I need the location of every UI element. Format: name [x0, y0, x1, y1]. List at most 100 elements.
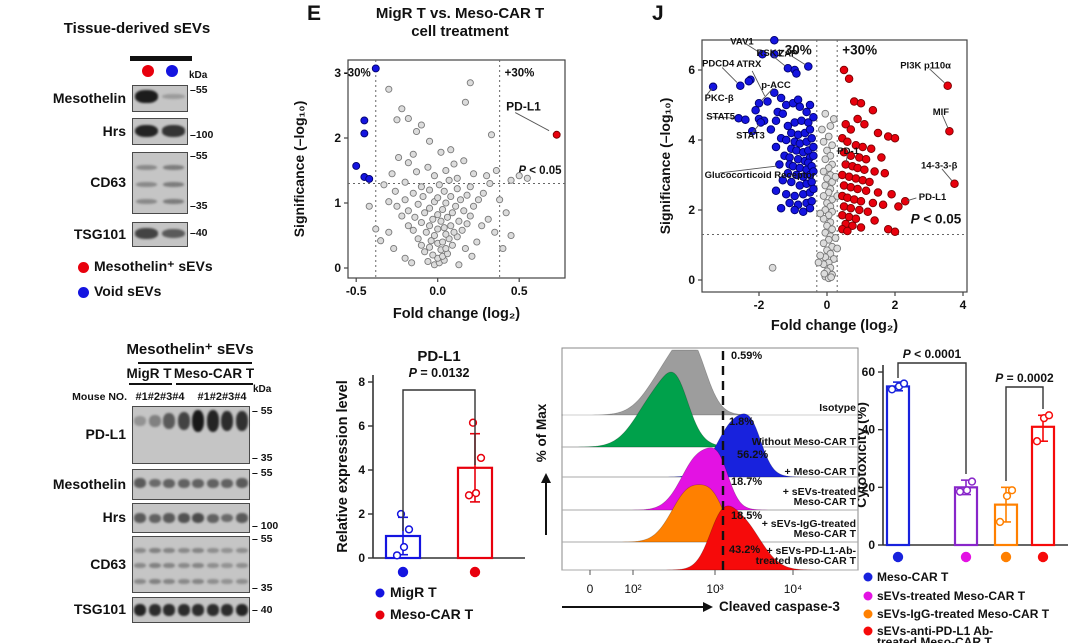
protein-label: STAT3	[736, 130, 765, 141]
mw-marker: –55	[190, 149, 208, 162]
points-nonsignificant	[365, 79, 531, 269]
kda-label: kDa	[189, 70, 208, 81]
mw-marker: – 35	[252, 582, 273, 595]
p-threshold-label: P < 0.05	[518, 165, 562, 177]
x-tick-label: -2	[754, 298, 765, 312]
mw-marker: – 55	[252, 466, 273, 479]
blot-band	[134, 578, 147, 584]
blot-band	[235, 563, 248, 569]
category-dot	[1000, 551, 1012, 563]
y-tick-label: 4	[688, 133, 695, 147]
x-tick-label: 0	[824, 298, 831, 312]
axes: 0 2 4 6 8	[358, 375, 525, 565]
mw-marker: –55	[190, 84, 208, 97]
panel-blot-tissue-sevs: Tissue-derived sEVs kDa Mesothelin –55 Hrs –…	[0, 0, 274, 315]
legend-dot	[863, 591, 873, 601]
legend-label: sEVs-IgG-treated Meso-CAR T	[877, 607, 1050, 621]
blot-bottom-title: Mesothelin⁺ sEVs	[126, 341, 254, 358]
protein-label: PD-L1	[919, 192, 947, 203]
blot-row-label: CD63	[90, 174, 126, 190]
data-point	[955, 487, 965, 496]
blot-band	[163, 604, 176, 616]
histogram-0	[561, 349, 858, 416]
blot-band	[235, 603, 248, 617]
legend-dot	[863, 609, 873, 619]
histogram-5	[562, 505, 858, 571]
data-point	[1032, 437, 1042, 446]
protein-label: PKC-β	[705, 93, 734, 104]
data-point	[995, 517, 1005, 527]
legend-label: sEVs-anti-PD-L1 Ab-	[877, 624, 993, 638]
void-sevs-dot	[166, 65, 178, 77]
legend-label: treated Meso-CAR T	[877, 635, 992, 643]
blot-row-label: Hrs	[102, 122, 126, 139]
series-label: + sEVs-treated	[783, 486, 856, 498]
data-point	[887, 385, 897, 394]
y-tick-label: 6	[688, 63, 695, 77]
chart-title: PD-L1	[417, 348, 460, 365]
blot-band	[221, 604, 234, 616]
blot-band	[163, 563, 176, 569]
bar-0	[885, 385, 911, 547]
protein-labels: PD-L1	[506, 100, 550, 132]
blot-band	[135, 165, 158, 170]
protein-label: PD-L1	[506, 100, 541, 114]
x-axis-label: Fold change (log₂)	[771, 318, 898, 334]
kda-label: kDa	[253, 384, 272, 395]
data-point	[1007, 486, 1017, 495]
cutoff-label-left: -30%	[780, 42, 812, 57]
blot-band	[135, 124, 158, 138]
y-tick-label: 1	[334, 196, 341, 210]
category-dot	[960, 551, 972, 563]
panel-letter-j: J	[652, 2, 664, 25]
x-tick-label: 4	[960, 298, 967, 312]
blot-band	[162, 93, 185, 100]
blot-band	[235, 578, 248, 584]
blot-band	[148, 578, 161, 584]
cutoff-label-right: +30%	[505, 67, 535, 79]
panel-flow-histograms: 0.59% Isotype 1.8% Without Meso-CAR T56.2% +…	[535, 347, 859, 614]
protein-label: Glucocorticoid Receptor	[705, 170, 816, 181]
x-tick-label: 10⁴	[784, 582, 803, 596]
y-tick-label: 2	[334, 131, 341, 145]
blot-band	[177, 563, 190, 569]
protein-label: ATRX	[736, 59, 762, 70]
blot-band	[206, 563, 219, 569]
mesothelin-sevs-dot	[142, 65, 154, 77]
blot-band	[192, 563, 205, 569]
mw-marker: –40	[190, 227, 208, 240]
blot-row-label: CD63	[90, 555, 126, 572]
blot-band	[221, 578, 234, 584]
y-tick-label: 0	[358, 551, 365, 565]
blot-row-label: Mesothelin	[52, 89, 126, 106]
data-point	[476, 453, 486, 463]
legend-label: sEVs-treated Meso-CAR T	[877, 589, 1026, 603]
blot-band	[206, 478, 219, 488]
chart-title: MigR T vs. Meso-CAR T	[376, 5, 544, 22]
blot-band	[192, 548, 205, 553]
y-axis-label: Significance (–log₁₀)	[657, 98, 673, 235]
blot-band	[135, 181, 158, 187]
points-upregulated	[552, 130, 561, 139]
blot-band	[235, 410, 248, 432]
cutoff-label-right: +30%	[842, 42, 877, 57]
lane-labels-migr: #1#2#3#4	[135, 391, 185, 403]
blot-band	[221, 513, 234, 523]
blot-band	[148, 415, 161, 427]
data-point	[899, 379, 909, 388]
blot-band	[235, 478, 248, 488]
category-dot	[892, 551, 904, 563]
mw-marker: – 40	[252, 604, 273, 616]
x-arrowhead-icon	[703, 602, 713, 612]
blot-lane-box	[132, 536, 250, 593]
blot-band	[134, 416, 147, 426]
y-tick-label: 40	[862, 423, 876, 437]
blot-band	[134, 563, 147, 569]
percent-label: 0.59%	[731, 350, 762, 362]
x-tick-label: 0	[587, 582, 594, 596]
y-tick-label: 60	[862, 365, 876, 379]
data-point	[464, 491, 474, 500]
y-axis-label: Significance (–log₁₀)	[291, 101, 307, 238]
